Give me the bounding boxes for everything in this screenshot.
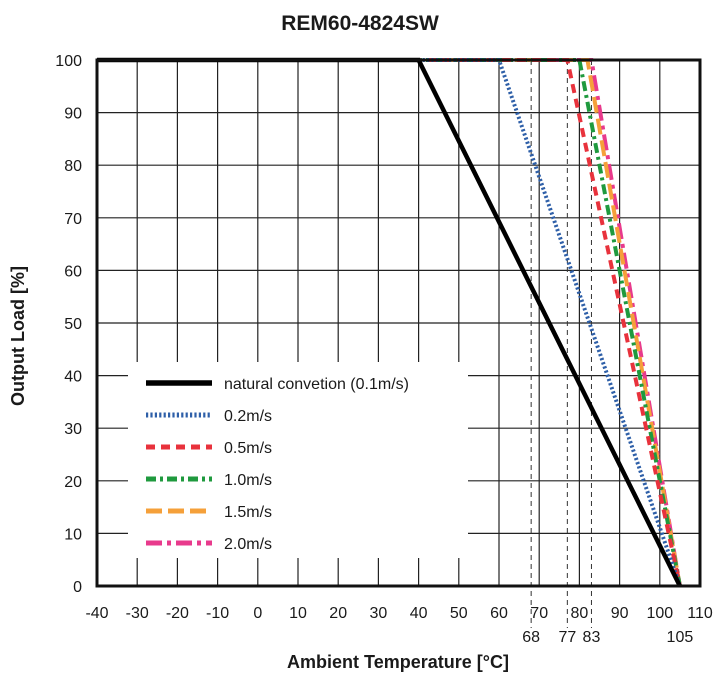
- legend: natural convetion (0.1m/s) 0.2m/s 0.5m/s 1.…: [128, 362, 468, 558]
- extra-x-tick-labels: 68 77 83 105: [522, 629, 693, 646]
- chart-title: REM60-4824SW: [281, 12, 439, 35]
- x-tick-label: 60: [490, 605, 508, 622]
- x-tick-label: -10: [206, 605, 229, 622]
- y-tick-label: 70: [64, 211, 82, 228]
- x-tick-label: -30: [126, 605, 149, 622]
- legend-label-2: 0.5m/s: [224, 440, 272, 457]
- legend-box: [128, 362, 468, 558]
- x-tick-label: -40: [85, 605, 108, 622]
- legend-label-0: natural convetion (0.1m/s): [224, 376, 409, 393]
- x-tick-label: 70: [530, 605, 548, 622]
- legend-label-5: 2.0m/s: [224, 536, 272, 553]
- y-tick-label: 50: [64, 316, 82, 333]
- y-tick-label: 0: [73, 579, 82, 596]
- extra-x-tick-label: 68: [522, 629, 540, 646]
- x-tick-label: 80: [571, 605, 589, 622]
- y-tick-label: 60: [64, 263, 82, 280]
- y-tick-label: 90: [64, 106, 82, 123]
- plot-frame: [95, 58, 702, 588]
- x-tick-label: 100: [646, 605, 673, 622]
- extra-x-tick-label: 83: [583, 629, 601, 646]
- legend-label-1: 0.2m/s: [224, 408, 272, 425]
- x-tick-label: 90: [611, 605, 629, 622]
- x-tick-label: 40: [410, 605, 428, 622]
- legend-label-3: 1.0m/s: [224, 472, 272, 489]
- y-tick-label: 10: [64, 526, 82, 543]
- x-tick-labels: -40 -30 -20 -10 0 10 20 30 40 50 60 70 80 90 100 110: [85, 605, 712, 622]
- legend-label-4: 1.5m/s: [224, 504, 272, 521]
- extra-x-tick-label: 77: [558, 629, 576, 646]
- x-tick-label: 110: [687, 605, 713, 622]
- x-tick-label: 20: [329, 605, 347, 622]
- y-tick-labels: 0 10 20 30 40 50 60 70 80 90 100: [55, 53, 82, 596]
- y-tick-label: 20: [64, 474, 82, 491]
- y-tick-label: 40: [64, 369, 82, 386]
- y-axis-label: Output Load [%]: [8, 266, 28, 406]
- x-tick-label: 10: [289, 605, 307, 622]
- x-tick-label: 30: [370, 605, 388, 622]
- y-tick-label: 30: [64, 421, 82, 438]
- y-tick-label: 100: [55, 53, 82, 70]
- x-tick-label: -20: [166, 605, 189, 622]
- extra-x-tick-label: 105: [667, 629, 694, 646]
- x-axis-label: Ambient Temperature [°C]: [287, 652, 509, 672]
- y-tick-label: 80: [64, 158, 82, 175]
- x-tick-label: 0: [253, 605, 262, 622]
- x-tick-label: 50: [450, 605, 468, 622]
